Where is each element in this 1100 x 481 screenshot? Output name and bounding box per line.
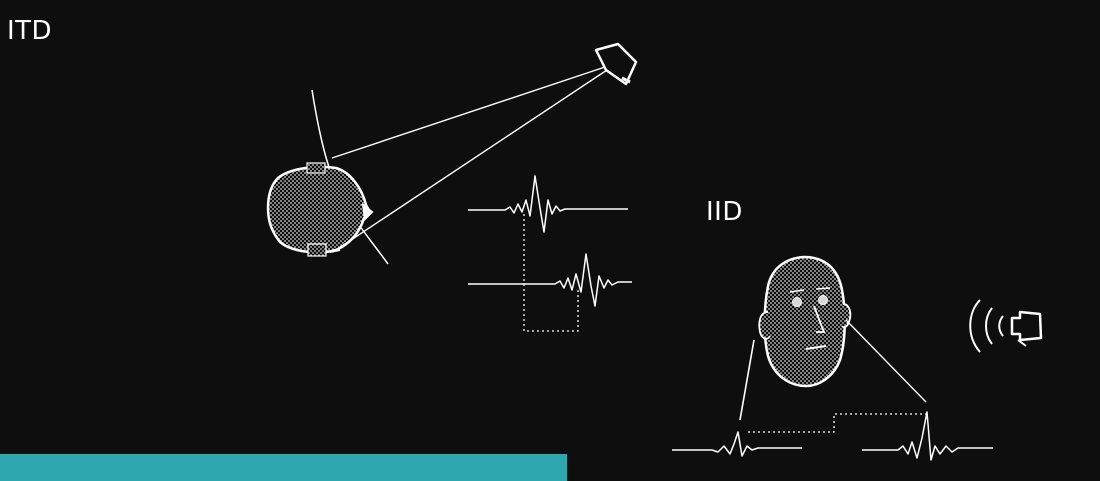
iid-panel xyxy=(672,255,1043,461)
itd-waveform-far-ear xyxy=(468,253,632,307)
head-top-view-icon xyxy=(266,162,374,257)
speaker-icon xyxy=(594,42,638,86)
iid-level-marker xyxy=(748,413,928,433)
itd-label: ITD xyxy=(7,16,53,46)
itd-waveform-near-ear xyxy=(468,175,628,233)
ray-to-far-ear xyxy=(335,67,611,251)
itd-panel xyxy=(266,42,638,332)
head-front-view-icon xyxy=(758,255,852,388)
iid-waveform-near-ear xyxy=(862,411,993,461)
itd-delay-marker xyxy=(523,214,579,332)
accent-bar xyxy=(0,454,567,481)
speaker-with-sound-waves-icon xyxy=(969,299,1043,353)
iid-ray-far-ear xyxy=(739,339,755,421)
iid-ray-near-ear xyxy=(845,319,927,403)
ray-to-near-ear xyxy=(331,65,609,159)
iid-label: IID xyxy=(706,197,743,227)
iid-waveform-far-ear xyxy=(672,431,802,457)
